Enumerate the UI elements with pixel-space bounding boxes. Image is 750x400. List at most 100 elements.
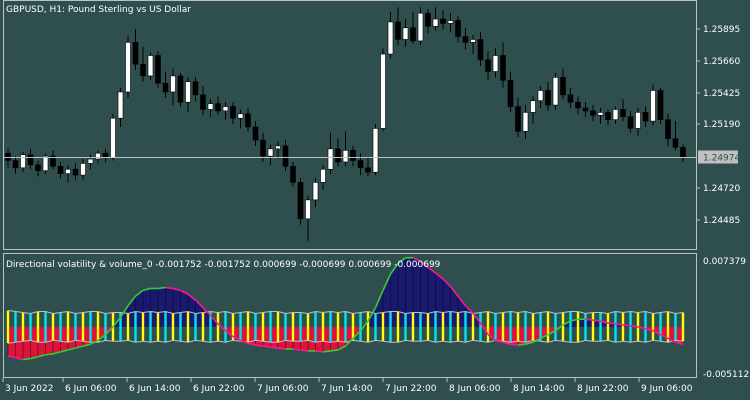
- histogram-bar-up: [501, 312, 505, 342]
- volatility-line-down: [315, 350, 324, 353]
- histogram-bar-up: [126, 313, 130, 341]
- bull-candle: [20, 154, 26, 169]
- negative-volatility-area: [98, 326, 106, 341]
- bear-candle: [462, 36, 469, 43]
- negative-volatility-area: [315, 326, 323, 352]
- histogram-bar-down: [329, 311, 332, 343]
- volatility-line-down: [187, 293, 196, 301]
- bull-candle: [125, 42, 131, 93]
- bear-candle: [425, 12, 431, 27]
- volatility-line-up: [337, 345, 346, 351]
- histogram-bar-up: [606, 313, 610, 341]
- bear-candle: [350, 149, 356, 161]
- histogram-bar-up: [231, 313, 235, 341]
- histogram-bar-up: [171, 313, 175, 341]
- time-axis: 3 Jun 2022 6 Jun 06:00 6 Jun 14:00 6 Jun…: [2, 378, 693, 394]
- price-tick-label: 1.25425: [703, 89, 740, 99]
- histogram-bar-up: [441, 312, 445, 342]
- histogram-bar-up: [516, 312, 520, 342]
- time-tick-label: 6 Jun 06:00: [65, 384, 117, 394]
- bull-candle: [207, 103, 214, 110]
- volatility-line-up: [330, 349, 339, 352]
- volatility-line-down: [292, 348, 301, 351]
- volatility-line-down: [510, 343, 519, 346]
- negative-volatility-area: [525, 326, 533, 345]
- time-tick-label: 3 Jun 2022: [5, 384, 53, 394]
- time-tick-label: 6 Jun 14:00: [129, 384, 181, 394]
- bull-candle: [492, 55, 499, 72]
- histogram-bar-up: [21, 312, 25, 342]
- histogram-bar-down: [299, 312, 302, 342]
- indicator-title: Directional volatility & volume_0 -0.001…: [6, 260, 441, 270]
- bear-candle: [365, 167, 371, 173]
- histogram-bar-up: [291, 312, 295, 342]
- time-tick-label: 8 Jun 14:00: [513, 384, 565, 394]
- volatility-line-down: [262, 345, 271, 348]
- volatility-line-up: [135, 289, 144, 297]
- histogram-bar-down: [614, 311, 617, 343]
- histogram-bar-down: [149, 311, 152, 343]
- histogram-bar-down: [479, 312, 482, 342]
- volatility-line-up: [322, 350, 331, 353]
- volatility-line-up: [90, 339, 99, 345]
- bear-candle: [500, 55, 506, 81]
- histogram-bar-up: [51, 313, 55, 341]
- positive-volatility-area: [180, 290, 188, 327]
- histogram-bar-down: [419, 312, 422, 342]
- histogram-bar-down: [494, 313, 497, 341]
- bull-candle: [402, 27, 409, 40]
- volatility-line-down: [180, 289, 189, 295]
- histogram-bar-down: [284, 313, 287, 341]
- histogram-bar-up: [306, 313, 310, 341]
- bear-candle: [5, 152, 11, 161]
- bear-candle: [485, 59, 491, 72]
- time-tick-label: 9 Jun 06:00: [641, 384, 693, 394]
- negative-volatility-area: [495, 326, 503, 343]
- histogram-bar-down: [554, 313, 557, 341]
- bear-candle: [12, 160, 19, 169]
- negative-volatility-area: [533, 326, 541, 343]
- volatility-line-down: [495, 339, 504, 344]
- volatility-line-down: [667, 337, 676, 343]
- bull-candle: [417, 12, 424, 42]
- histogram-bar-up: [471, 313, 475, 341]
- histogram-bar-up: [351, 313, 355, 341]
- volatility-line-up: [119, 305, 129, 318]
- negative-volatility-area: [90, 326, 98, 345]
- bull-candle: [95, 152, 101, 160]
- positive-volatility-area: [375, 290, 383, 327]
- bull-candle: [305, 199, 311, 220]
- volatility-line-down: [449, 286, 459, 297]
- histogram-bar-up: [561, 312, 565, 342]
- negative-volatility-area: [330, 326, 338, 351]
- negative-volatility-area: [68, 326, 76, 350]
- price-axis: 1.25895 1.25660 1.25425 1.25190 1.24720 …: [696, 25, 740, 226]
- volatility-line-up: [562, 320, 571, 326]
- bull-candle: [185, 81, 191, 103]
- histogram-bar-down: [89, 311, 92, 343]
- bear-candle: [680, 147, 686, 158]
- volatility-line-up: [525, 341, 534, 345]
- bear-candle: [35, 164, 41, 172]
- bull-candle: [530, 100, 536, 113]
- negative-volatility-area: [503, 326, 511, 345]
- bull-candle: [447, 20, 454, 24]
- positive-volatility-area: [578, 319, 586, 327]
- histogram-bar-down: [119, 312, 122, 342]
- price-tick-label: 1.25660: [703, 57, 740, 67]
- negative-volatility-area: [23, 326, 31, 360]
- bull-candle: [650, 90, 656, 122]
- histogram-bar-down: [539, 312, 542, 342]
- volatility-line-up: [22, 357, 31, 361]
- histogram-bar-up: [546, 311, 550, 343]
- bear-candle: [575, 101, 581, 109]
- bull-candle: [275, 145, 281, 150]
- negative-volatility-area: [308, 326, 316, 351]
- volatility-line-down: [435, 272, 444, 280]
- positive-volatility-area: [188, 294, 196, 327]
- volatility-line-up: [82, 343, 91, 347]
- bear-candle: [200, 94, 206, 110]
- bear-candle: [440, 18, 446, 24]
- histogram-bar-down: [59, 312, 62, 342]
